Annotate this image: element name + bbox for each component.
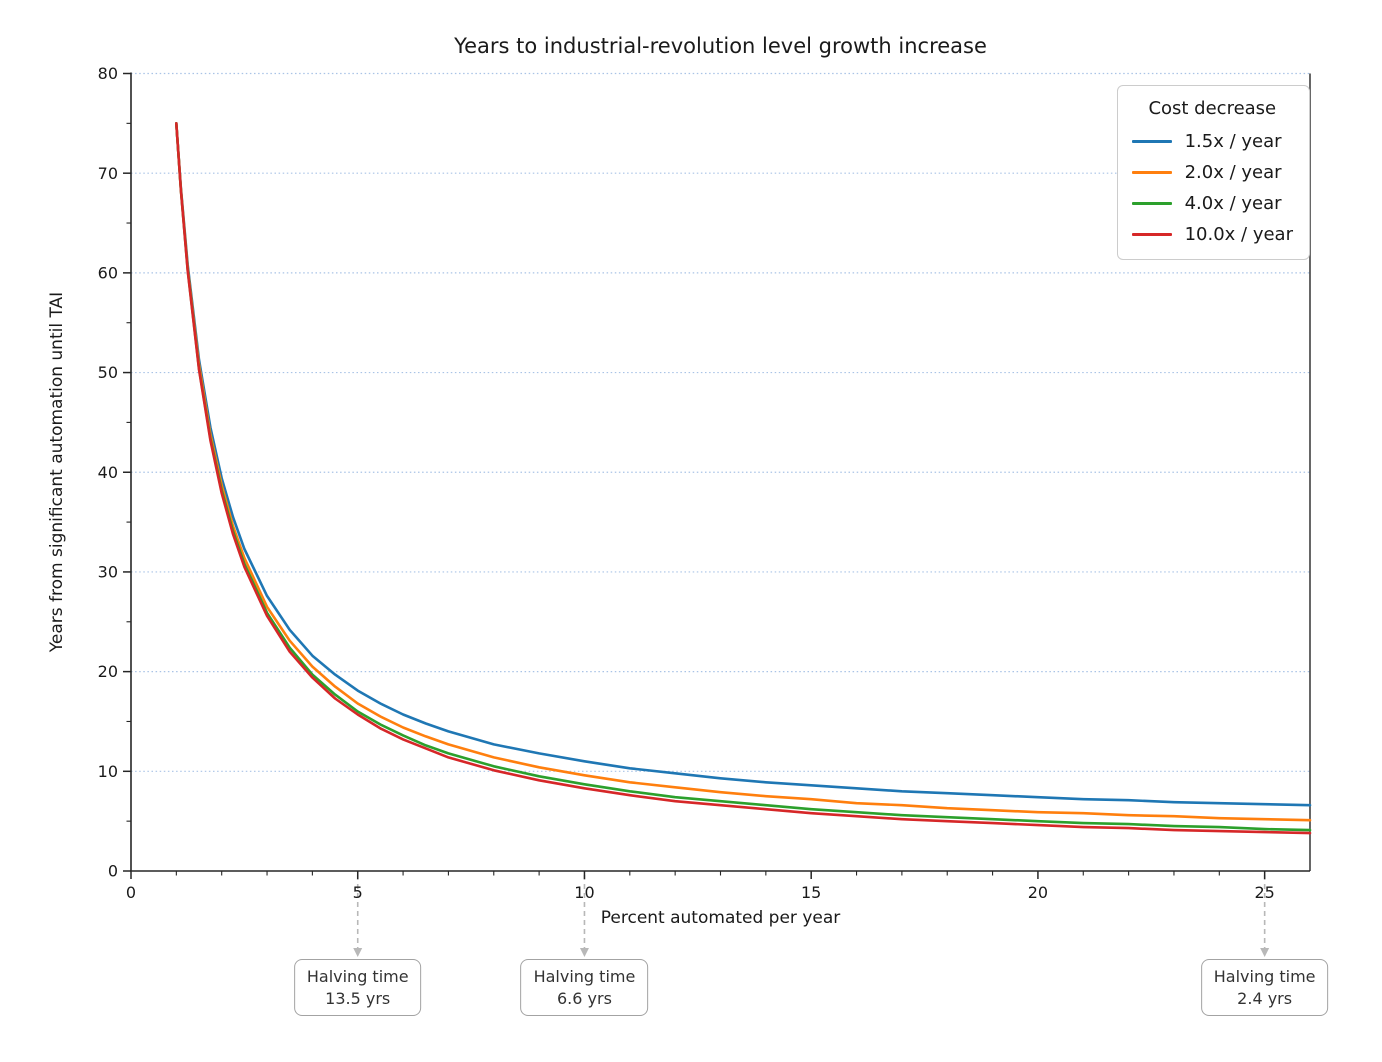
- annotation-arrow-head: [1260, 948, 1270, 957]
- annotation-value: 2.4 yrs: [1237, 988, 1293, 1008]
- legend: Cost decrease 1.5x / year 2.0x / year 4.0x…: [1116, 85, 1310, 260]
- legend-entry-label: 1.5x / year: [1184, 131, 1282, 152]
- legend-entry-label: 10.0x / year: [1184, 224, 1293, 245]
- series-line-1.5x-year: [175, 122, 1312, 807]
- series-line-2.0x-year: [175, 122, 1312, 822]
- y-tick-label: 30: [98, 563, 118, 582]
- annotation-arrow-head: [579, 948, 589, 957]
- y-tick-label: 10: [98, 762, 118, 781]
- halving-time-annotation: Halving time 13.5 yrs: [293, 959, 422, 1017]
- annotation-label: Halving time: [1213, 967, 1316, 986]
- y-tick-label: 0: [108, 862, 118, 881]
- halving-time-annotation: Halving time 2.4 yrs: [1200, 959, 1329, 1017]
- y-tick-label: 70: [98, 164, 118, 183]
- legend-line-swatch: [1131, 170, 1172, 175]
- annotation-value: 13.5 yrs: [325, 988, 391, 1008]
- legend-entry-label: 2.0x / year: [1184, 162, 1282, 183]
- chart-title: Years to industrial-revolution level gro…: [454, 34, 987, 58]
- y-tick-label: 40: [98, 463, 118, 482]
- y-tick-label: 80: [98, 64, 118, 83]
- halving-time-annotation: Halving time 6.6 yrs: [520, 959, 649, 1017]
- legend-entry: 4.0x / year: [1131, 193, 1293, 214]
- legend-entry-label: 4.0x / year: [1184, 193, 1282, 214]
- annotation-arrow-head: [353, 948, 363, 957]
- legend-line-swatch: [1131, 201, 1172, 206]
- y-tick-label: 50: [98, 363, 118, 382]
- x-tick-label: 20: [1028, 883, 1048, 902]
- x-tick-label: 25: [1254, 883, 1274, 902]
- y-axis-label: Years from significant automation until …: [47, 291, 67, 653]
- x-tick-label: 15: [801, 883, 821, 902]
- legend-line-swatch: [1131, 232, 1172, 237]
- legend-entry: 2.0x / year: [1131, 162, 1293, 183]
- y-tick-label: 60: [98, 263, 118, 282]
- x-tick-label: 5: [353, 883, 363, 902]
- annotation-label: Halving time: [306, 967, 409, 986]
- x-tick-label: 10: [574, 883, 594, 902]
- x-tick-label: 0: [126, 883, 136, 902]
- x-axis-label: Percent automated per year: [600, 908, 841, 928]
- series-line-10.0x-year: [175, 122, 1312, 835]
- legend-entry: 1.5x / year: [1131, 131, 1293, 152]
- annotation-value: 6.6 yrs: [556, 988, 612, 1008]
- y-tick-label: 20: [98, 662, 118, 681]
- annotation-label: Halving time: [533, 967, 636, 986]
- legend-entry: 10.0x / year: [1131, 224, 1293, 245]
- legend-line-swatch: [1131, 139, 1172, 144]
- legend-title: Cost decrease: [1148, 98, 1277, 119]
